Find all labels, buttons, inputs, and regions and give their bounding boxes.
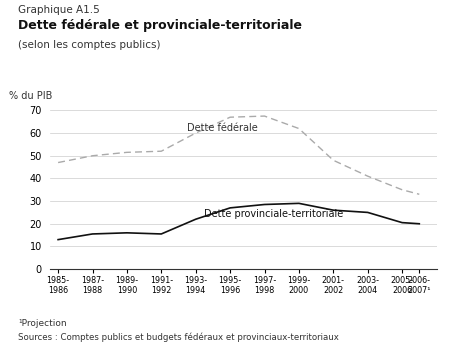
Text: Dette fédérale et provinciale-territoriale: Dette fédérale et provinciale-territoria… [18,19,302,32]
Text: Dette fédérale: Dette fédérale [187,123,258,133]
Text: Sources : Comptes publics et budgets fédéraux et provinciaux-territoriaux: Sources : Comptes publics et budgets féd… [18,333,339,343]
Text: Dette provinciale-territoriale: Dette provinciale-territoriale [204,209,343,219]
Text: Graphique A1.5: Graphique A1.5 [18,5,100,15]
Text: (selon les comptes publics): (selon les comptes publics) [18,40,161,50]
Text: % du PIB: % du PIB [9,91,52,101]
Text: ¹Projection: ¹Projection [18,319,67,328]
